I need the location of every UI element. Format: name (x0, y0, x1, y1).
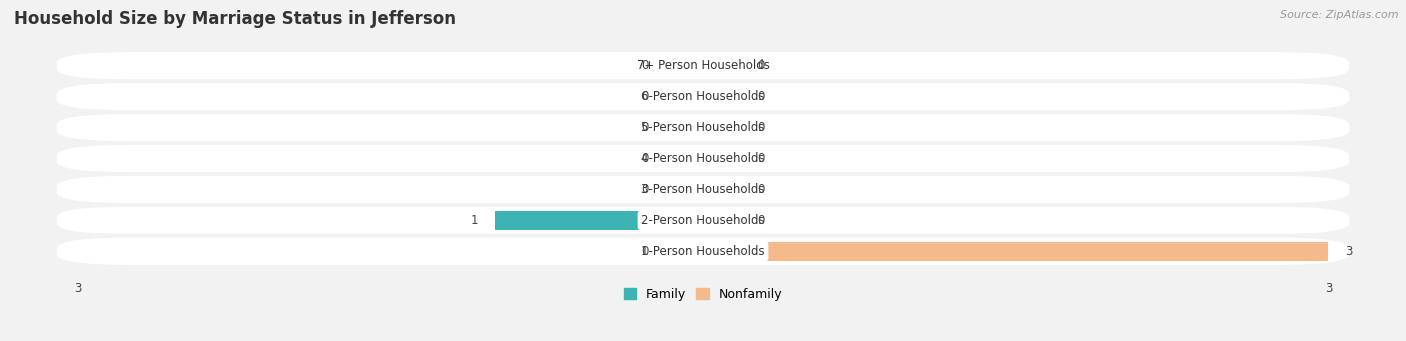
Text: 6-Person Households: 6-Person Households (641, 90, 765, 103)
Text: 0: 0 (758, 152, 765, 165)
Text: 0: 0 (758, 121, 765, 134)
Bar (703, 87, 741, 106)
Text: 0: 0 (758, 214, 765, 227)
Text: 1: 1 (471, 214, 478, 227)
FancyBboxPatch shape (56, 238, 1350, 265)
Text: 3: 3 (1346, 245, 1353, 258)
FancyBboxPatch shape (56, 145, 1350, 172)
Bar (665, 87, 703, 106)
Bar (703, 211, 741, 230)
Bar (703, 118, 741, 137)
FancyBboxPatch shape (56, 114, 1350, 141)
Bar (665, 242, 703, 261)
Text: 1-Person Households: 1-Person Households (641, 245, 765, 258)
Text: 0: 0 (641, 59, 648, 72)
Text: 5-Person Households: 5-Person Households (641, 121, 765, 134)
Text: 7+ Person Households: 7+ Person Households (637, 59, 769, 72)
Bar (665, 56, 703, 75)
Text: 0: 0 (758, 59, 765, 72)
Bar (665, 118, 703, 137)
Bar (703, 180, 741, 199)
Text: 0: 0 (641, 152, 648, 165)
Text: 2-Person Households: 2-Person Households (641, 214, 765, 227)
Bar (703, 56, 741, 75)
Bar (665, 149, 703, 168)
Bar (703, 149, 741, 168)
Legend: Family, Nonfamily: Family, Nonfamily (619, 283, 787, 306)
Text: Household Size by Marriage Status in Jefferson: Household Size by Marriage Status in Jef… (14, 10, 456, 28)
Text: 0: 0 (758, 183, 765, 196)
Text: 4-Person Households: 4-Person Households (641, 152, 765, 165)
Text: 0: 0 (641, 121, 648, 134)
Text: 0: 0 (641, 245, 648, 258)
Text: 0: 0 (641, 90, 648, 103)
Text: 0: 0 (758, 90, 765, 103)
Text: 0: 0 (641, 183, 648, 196)
FancyBboxPatch shape (56, 83, 1350, 110)
Bar (495, 211, 703, 230)
Bar (665, 180, 703, 199)
Text: Source: ZipAtlas.com: Source: ZipAtlas.com (1281, 10, 1399, 20)
FancyBboxPatch shape (56, 207, 1350, 234)
FancyBboxPatch shape (56, 176, 1350, 203)
Bar (703, 242, 1329, 261)
FancyBboxPatch shape (56, 52, 1350, 79)
Text: 3-Person Households: 3-Person Households (641, 183, 765, 196)
